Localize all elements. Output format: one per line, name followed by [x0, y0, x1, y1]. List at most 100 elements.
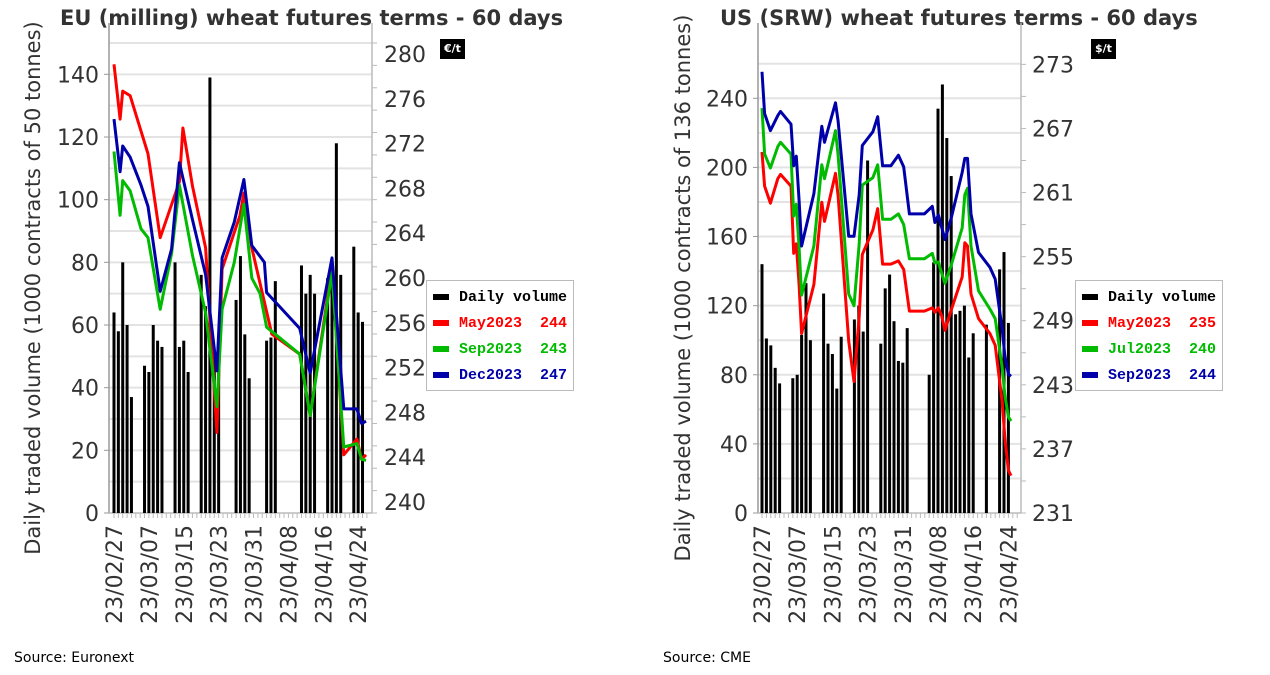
us-right-tick-label: 243 [1032, 374, 1074, 399]
eu-volume-bar [361, 321, 365, 513]
legend-value: 247 [522, 366, 568, 384]
legend-value: 244 [522, 314, 568, 332]
eu-left-tick-label: 40 [71, 377, 99, 402]
eu-right-tick-label: 252 [384, 357, 426, 382]
eu-volume-bar [217, 350, 221, 513]
legend-label: Sep2023 [1108, 366, 1172, 384]
us-x-tick-label: 23/03/23 [857, 525, 882, 624]
us-unit-badge: $/t [1091, 39, 1116, 59]
us-left-tick-label: 40 [720, 433, 748, 458]
legend-item-dec2023: Dec2023 247 [433, 362, 567, 388]
us-volume-bar [791, 378, 795, 513]
legend-label: Jul2023 [1108, 340, 1172, 358]
eu-left-tick-label: 80 [71, 251, 99, 276]
eu-right-tick-label: 256 [384, 312, 426, 337]
us-x-tick-label: 23/04/08 [927, 525, 952, 624]
eu-right-tick-label: 272 [384, 133, 426, 158]
us-left-tick-label: 240 [706, 87, 748, 112]
us-volume-bar [804, 283, 808, 513]
us-volume-bar [764, 338, 768, 513]
us-right-tick-label: 267 [1032, 117, 1074, 142]
us-right-tick-label: 273 [1032, 53, 1074, 78]
us-x-tick-label: 23/02/27 [751, 525, 776, 624]
legend-value: 244 [1171, 366, 1217, 384]
eu-right-tick-label: 264 [384, 222, 426, 247]
us-volume-bar [888, 274, 892, 513]
eu-volume-bar [121, 262, 125, 513]
eu-x-tick-label: 23/04/08 [277, 525, 302, 624]
eu-volume-bar [299, 265, 303, 513]
us-volume-bar [773, 367, 777, 513]
us-volume-bar [958, 310, 962, 513]
us-x-tick-label: 23/04/16 [962, 525, 987, 624]
eu-x-tick-label: 23/04/16 [312, 525, 337, 624]
eu-right-tick-label: 244 [384, 446, 426, 471]
legend-swatch [1082, 320, 1098, 326]
eu-left-tick-label: 140 [57, 63, 99, 88]
us-volume-bar [892, 321, 896, 513]
us-volume-bar [905, 328, 909, 513]
eu-volume-bar [160, 346, 164, 513]
us-right-tick-label: 237 [1032, 438, 1074, 463]
us-volume-bar [896, 360, 900, 513]
eu-right-tick-label: 248 [384, 401, 426, 426]
eu-y-axis-title: Daily traded volume (1000 contracts of 5… [21, 21, 45, 555]
eu-volume-bar [304, 293, 308, 513]
legend-value: 243 [522, 340, 568, 358]
eu-volume-bar [204, 306, 208, 513]
us-volume-bar [852, 319, 856, 513]
eu-volume-bar [151, 325, 155, 513]
us-volume-bar [861, 331, 865, 513]
eu-volume-bar [238, 256, 242, 513]
eu-volume-bar [313, 293, 317, 513]
us-right-tick-label: 255 [1032, 246, 1074, 271]
eu-volume-bar [129, 397, 133, 513]
eu-right-tick-label: 260 [384, 267, 426, 292]
us-volume-bar [954, 314, 958, 513]
legend-swatch [433, 320, 449, 326]
us-x-tick-label: 23/03/31 [892, 525, 917, 624]
eu-left-tick-label: 20 [71, 439, 99, 464]
us-volume-bar [808, 340, 812, 513]
us-left-tick-label: 200 [706, 156, 748, 181]
legend-swatch [433, 372, 449, 378]
us-left-tick-label: 0 [734, 502, 748, 527]
eu-volume-bar [352, 246, 356, 513]
us-volume-bar [839, 336, 843, 513]
eu-x-tick-label: 23/03/07 [138, 525, 163, 624]
legend-item-sep2023: Sep2023 243 [433, 336, 567, 362]
eu-volume-bar [182, 340, 186, 513]
legend-label: May2023 [459, 314, 523, 332]
legend-swatch [1082, 294, 1098, 300]
us-series-sep2023 [760, 71, 1012, 378]
us-volume-bar [967, 357, 971, 513]
us-volume-bar [795, 374, 799, 513]
us-volume-bar [901, 362, 905, 513]
eu-volume-bar [308, 274, 312, 513]
eu-volume-bar [143, 365, 147, 513]
us-right-tick-label: 249 [1032, 310, 1074, 335]
eu-volume-bar [269, 337, 273, 513]
eu-volume-bar [199, 274, 203, 513]
eu-volume-bar [330, 274, 334, 513]
eu-right-tick-label: 276 [384, 88, 426, 113]
us-volume-bar [760, 264, 764, 513]
us-volume-bar [879, 343, 883, 513]
us-source-note: Source: CME [663, 650, 751, 666]
eu-volume-bar [212, 356, 216, 513]
eu-right-tick-label: 268 [384, 177, 426, 202]
us-volume-bar [927, 374, 931, 513]
eu-volume-bar [147, 372, 151, 513]
us-volume-bar [769, 345, 773, 513]
eu-chart: 0 20 40 60 80 100 120 140 240 244 248 252 256 260 264 2… [21, 21, 426, 624]
us-chart: 0 40 80 120 160 200 240 231 237 243 249 255 261 267 27… [671, 15, 1074, 624]
legend-swatch [1082, 372, 1098, 378]
us-volume-bar [835, 388, 839, 513]
us-legend: Daily volume May2023 235 Jul2023 240 Sep202… [1075, 280, 1224, 391]
eu-volume-bar [247, 378, 251, 513]
eu-volume-bar [156, 340, 160, 513]
eu-series-dec2023 [112, 118, 367, 425]
eu-volume-bar [326, 278, 330, 513]
us-volume-bar [949, 176, 953, 514]
legend-label: Daily volume [459, 288, 568, 306]
